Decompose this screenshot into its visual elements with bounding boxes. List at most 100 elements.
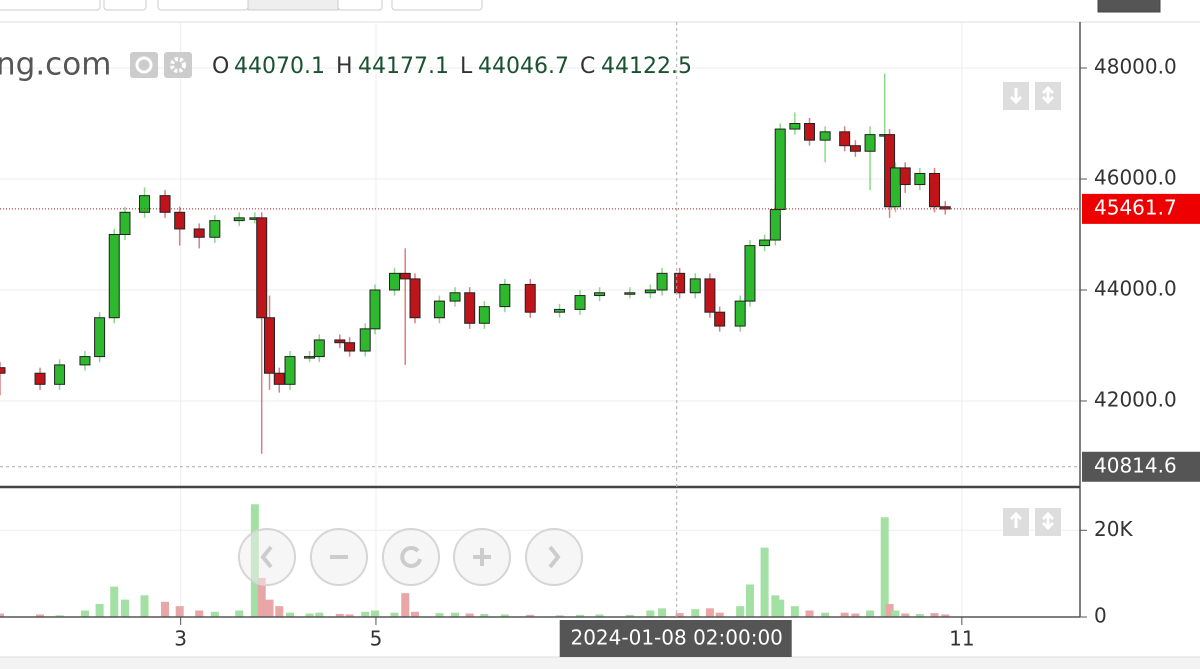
y-tick-label: 20K [1094,517,1133,541]
site-name: ng.com [0,47,111,83]
candle-body [769,209,781,241]
candle-body [54,364,66,385]
candle-body [464,292,476,324]
volume-bar [915,613,924,617]
volume-bar [195,610,204,617]
candle-body [256,217,268,319]
candle-body [689,278,701,294]
ohlc-value: 44046.7 [478,54,569,79]
candle-body [0,367,6,374]
volume-bar [480,613,489,617]
candle-body [704,278,716,313]
settings-icon[interactable] [164,52,192,78]
reset-button[interactable] [382,528,440,586]
toolbar-button[interactable] [391,0,483,11]
eye-icon [135,56,153,74]
volume-bar [675,613,684,617]
candle-body [174,211,186,230]
toolbar-button[interactable] [0,0,101,11]
candle-body [774,128,786,211]
arrow-icons [1009,85,1055,531]
candle-body [264,317,276,374]
candle-body [94,317,106,358]
volume-bar [500,614,509,617]
candle-body [209,220,221,238]
volume-bar [805,610,814,617]
candle-body [433,300,445,319]
y-tick-label: 48000.0 [1094,55,1177,79]
volume-bar [286,612,295,617]
volume-bar [776,599,785,617]
candle-body [233,217,245,222]
x-tick-label: 11 [949,627,974,651]
toolbar-button[interactable] [1097,0,1161,13]
overlay: 45461.7 40814.6 2024-01-08 02:00:00 [0,22,1200,657]
volume-bar [901,613,910,617]
candle-body [574,295,586,310]
toolbar-button[interactable] [103,0,147,11]
volume-bar [745,584,754,617]
volume-bar [595,614,604,617]
candle-body [656,272,668,291]
candle-body [674,272,686,294]
candle-body [804,123,816,141]
crosshair-x-box [559,620,792,657]
candle-body [839,131,851,147]
candle-body [284,356,296,385]
x-tick-label: 3 [174,627,187,651]
candle-body [644,289,656,294]
candle-body [34,372,46,385]
y-tick-label: 46000.0 [1094,165,1177,189]
volume-bar [891,610,900,617]
volume-bar [526,614,535,617]
crosshair-y-label: 40814.6 [1094,453,1177,477]
last-price-label: 45461.7 [1094,195,1177,219]
candle-body [554,308,566,313]
volume-bar [335,613,344,617]
toolbar-button[interactable] [337,0,383,11]
candle-body [159,195,171,213]
y-tick-label: 44000.0 [1094,276,1177,300]
candle-body [369,289,381,330]
volume-bar [790,606,799,617]
volume-bar [120,599,129,617]
scroll-right-button[interactable] [525,528,583,586]
candle-body [929,172,941,208]
volume-bar [715,612,724,617]
candle-body [273,372,285,385]
grid: 42000.0 44000.0 46000.0 48000.0 0 20K 3 5 11 [0,22,1177,651]
volume-bar [451,612,460,617]
candle-body [849,145,861,152]
candle-body [449,292,461,302]
ohlc-label: L [460,54,473,79]
scroll-left-button[interactable] [238,528,296,586]
candle-body [193,228,205,238]
volume-bar [80,610,89,617]
crosshair-x-label: 2024-01-08 02:00:00 [570,626,782,650]
nav-icons [260,545,561,569]
candle-body [759,239,771,247]
scale-buttons [1003,82,1061,536]
candle-body [889,167,901,208]
bottom-strip [0,657,1200,669]
toolbar-button[interactable] [247,0,339,11]
candle-body [359,328,371,352]
ohlc-value: 44070.1 [234,54,325,79]
candle-body [304,356,316,359]
volume-bar [110,586,119,617]
volume-bar [930,613,939,617]
candle-body [789,123,801,130]
candle-body [819,131,831,141]
toolbar-button[interactable] [157,0,249,11]
volume-bar [36,614,45,617]
volume-bar [866,610,875,617]
visibility-icon[interactable] [130,52,158,78]
volume-bar [736,606,745,617]
volume-bar [411,611,420,617]
candle-body [409,278,421,319]
navigation [238,528,583,586]
candle-body [478,306,490,324]
toolbar [0,0,1161,13]
volume-bar [345,614,354,617]
